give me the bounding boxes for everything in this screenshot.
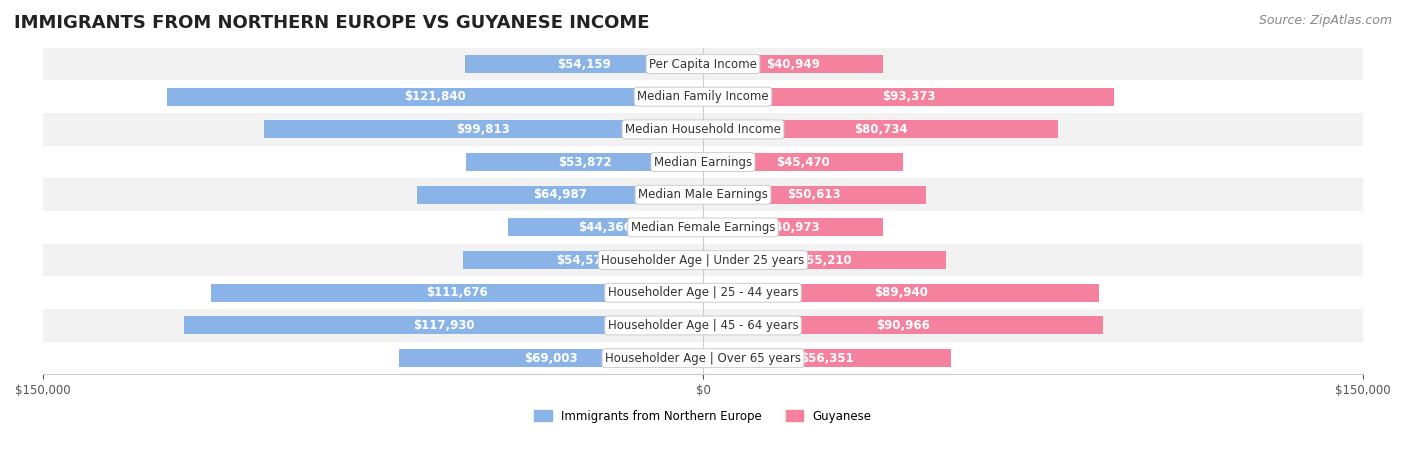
Bar [167,88,703,106]
Text: $99,813: $99,813 [457,123,510,136]
Bar [463,251,703,269]
Text: Householder Age | 45 - 64 years: Householder Age | 45 - 64 years [607,319,799,332]
Bar [211,284,703,302]
Text: Median Female Earnings: Median Female Earnings [631,221,775,234]
Text: Median Household Income: Median Household Income [626,123,780,136]
Text: $64,987: $64,987 [533,188,586,201]
Text: Source: ZipAtlas.com: Source: ZipAtlas.com [1258,14,1392,27]
Text: $55,210: $55,210 [797,254,851,267]
Text: Median Earnings: Median Earnings [654,156,752,169]
Bar [464,55,703,73]
Bar [42,342,1364,375]
Text: $50,613: $50,613 [787,188,841,201]
Text: $54,571: $54,571 [555,254,610,267]
Bar [42,80,1364,113]
Text: $69,003: $69,003 [524,352,578,365]
Text: Per Capita Income: Per Capita Income [650,57,756,71]
Text: $90,966: $90,966 [876,319,931,332]
Text: $53,872: $53,872 [558,156,612,169]
Bar [703,251,946,269]
Bar [703,349,950,367]
Text: $45,470: $45,470 [776,156,830,169]
Text: $89,940: $89,940 [875,286,928,299]
Text: Householder Age | Over 65 years: Householder Age | Over 65 years [605,352,801,365]
Bar [465,153,703,171]
Text: $40,973: $40,973 [766,221,820,234]
Text: $80,734: $80,734 [853,123,907,136]
Text: $117,930: $117,930 [413,319,474,332]
Bar [42,276,1364,309]
Text: $121,840: $121,840 [404,90,465,103]
Bar [703,55,883,73]
Bar [703,186,925,204]
Text: IMMIGRANTS FROM NORTHERN EUROPE VS GUYANESE INCOME: IMMIGRANTS FROM NORTHERN EUROPE VS GUYAN… [14,14,650,32]
Text: Median Male Earnings: Median Male Earnings [638,188,768,201]
Bar [508,219,703,236]
Bar [418,186,703,204]
Text: Householder Age | 25 - 44 years: Householder Age | 25 - 44 years [607,286,799,299]
Bar [42,48,1364,80]
Bar [42,113,1364,146]
Bar [42,244,1364,276]
Text: $54,159: $54,159 [557,57,610,71]
Bar [703,120,1059,138]
Bar [264,120,703,138]
Bar [42,211,1364,244]
Legend: Immigrants from Northern Europe, Guyanese: Immigrants from Northern Europe, Guyanes… [530,405,876,427]
Text: $40,949: $40,949 [766,57,820,71]
Bar [42,178,1364,211]
Bar [703,219,883,236]
Bar [703,317,1104,334]
Bar [703,88,1114,106]
Bar [399,349,703,367]
Bar [42,146,1364,178]
Text: $93,373: $93,373 [882,90,935,103]
Text: Median Family Income: Median Family Income [637,90,769,103]
Text: $111,676: $111,676 [426,286,488,299]
Text: $56,351: $56,351 [800,352,853,365]
Bar [184,317,703,334]
Bar [703,153,903,171]
Bar [42,309,1364,342]
Bar [703,284,1099,302]
Text: $44,366: $44,366 [578,221,633,234]
Text: Householder Age | Under 25 years: Householder Age | Under 25 years [602,254,804,267]
